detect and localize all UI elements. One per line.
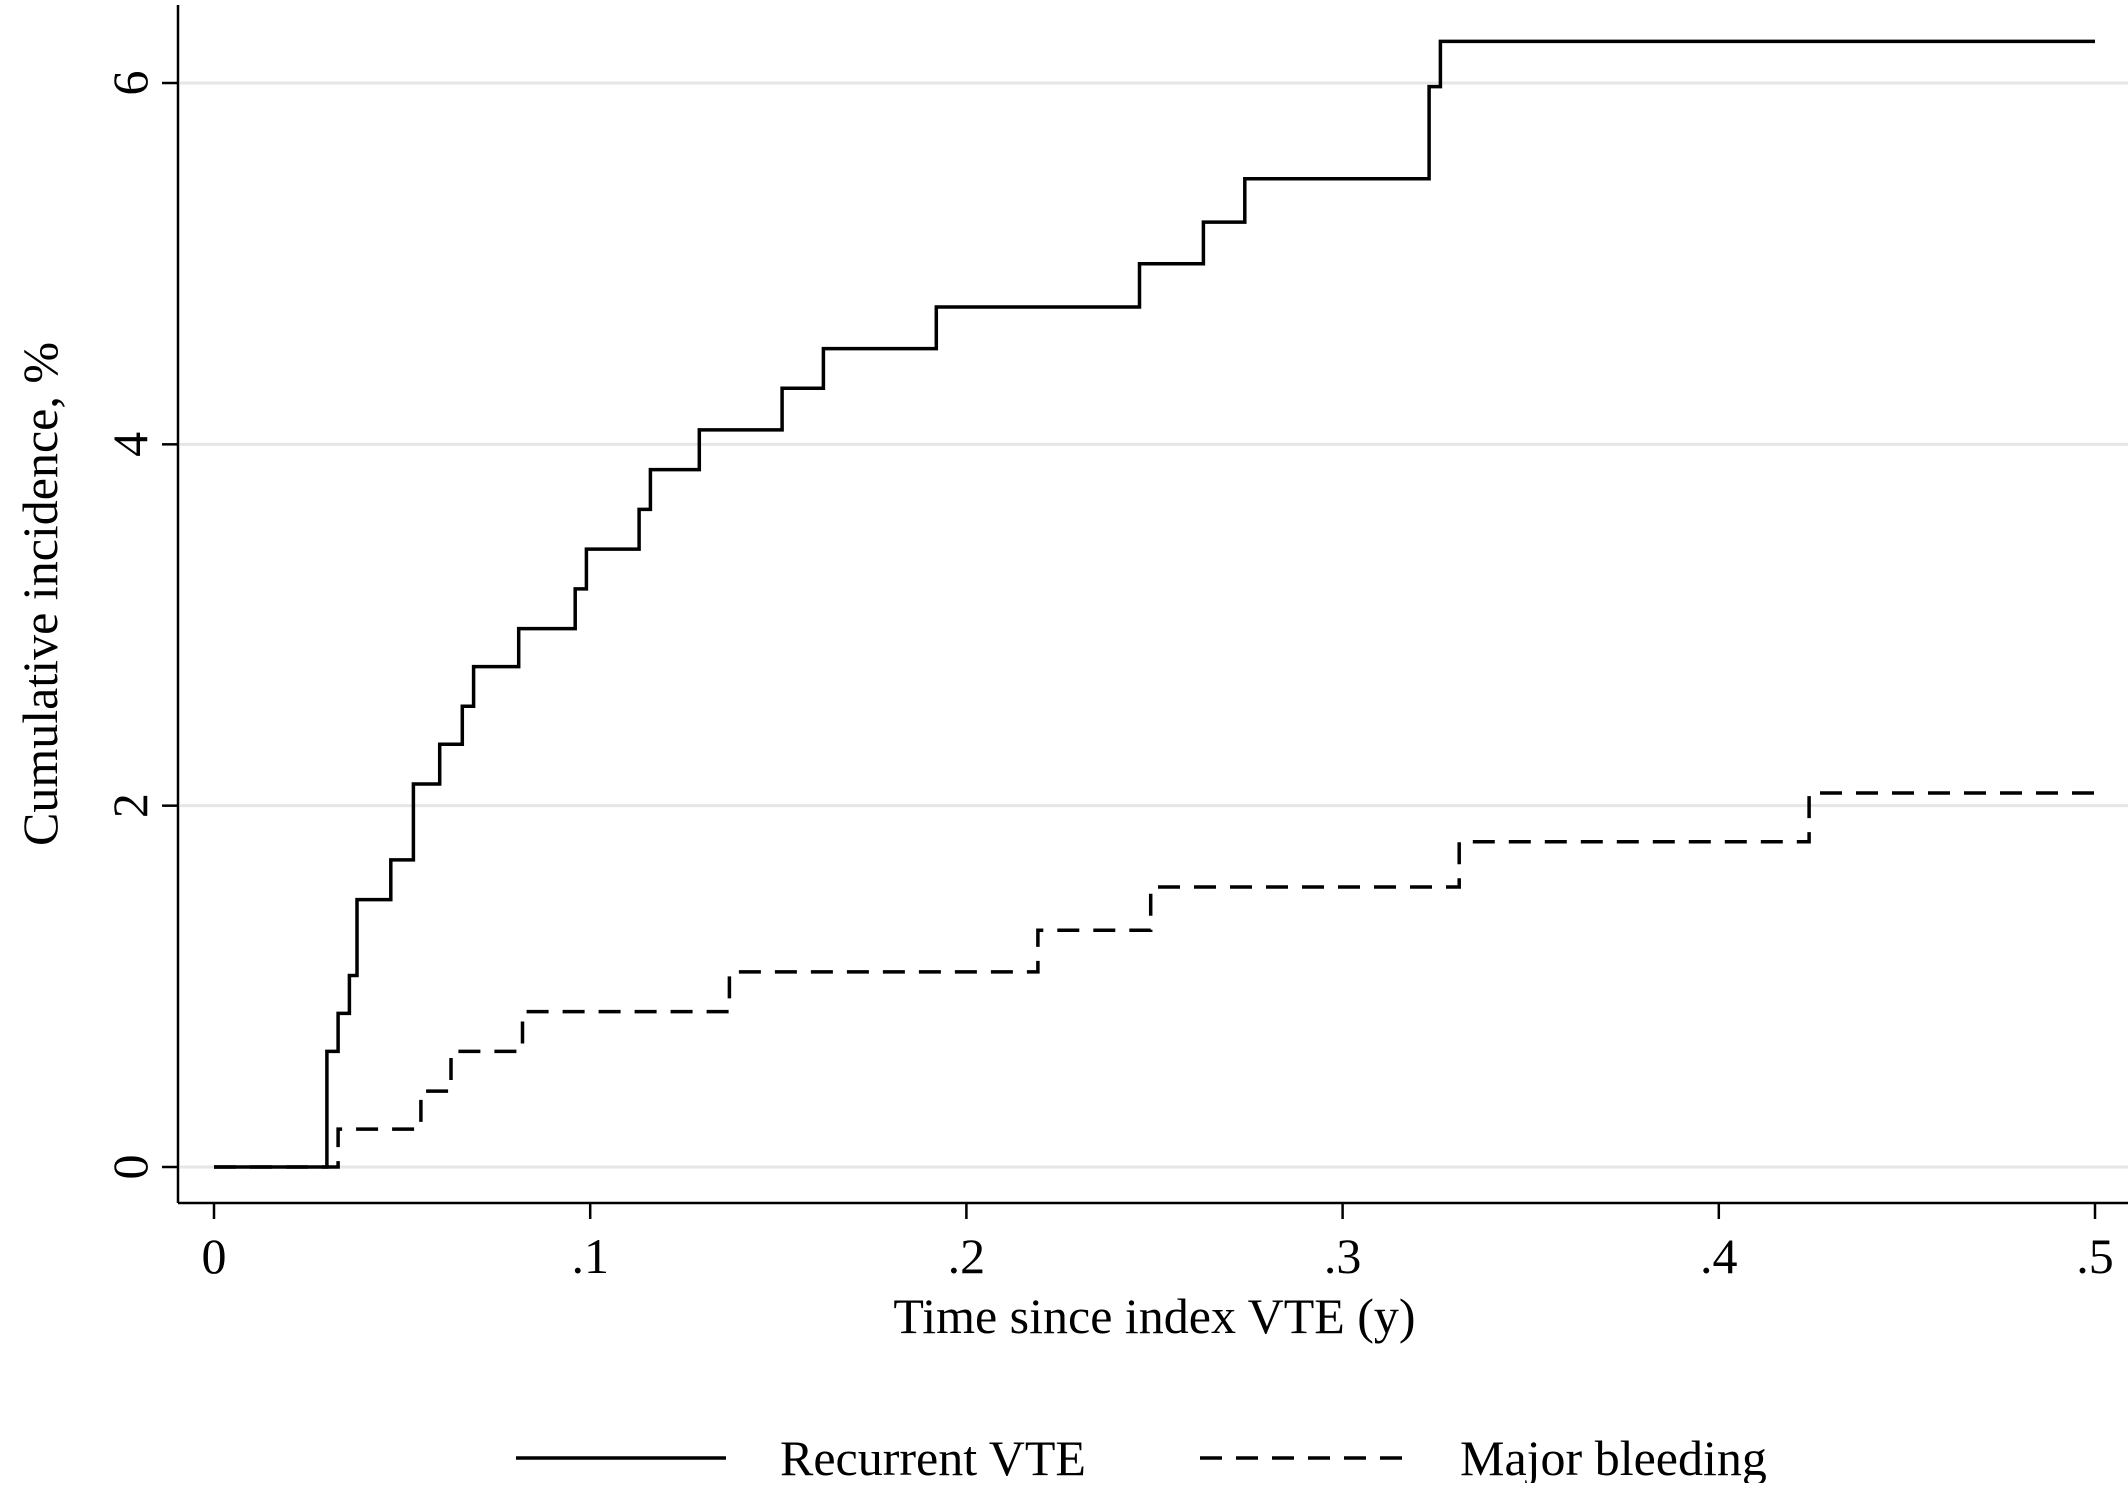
x-axis-title: Time since index VTE (y) [893, 1288, 1415, 1344]
x-tick-label: .5 [2076, 1228, 2114, 1284]
y-tick-label: 4 [102, 432, 158, 457]
legend-label: Major bleeding [1460, 1430, 1767, 1483]
y-axis-title: Cumulative incidence, % [12, 342, 68, 846]
x-tick-label: .4 [1700, 1228, 1738, 1284]
gridlines [180, 81, 2128, 1169]
legend: Recurrent VTE Major bleeding [516, 1430, 1767, 1486]
axes [176, 5, 2128, 1205]
major-bleeding-line [214, 791, 2095, 1169]
y-tick-label: 0 [102, 1155, 158, 1180]
ticks: 0 .1 .2 .3 .4 .5 0 2 4 6 [102, 71, 2114, 1285]
x-tick-label: .1 [571, 1228, 609, 1284]
x-tick-label: .3 [1324, 1228, 1362, 1284]
series [214, 39, 2095, 1169]
y-tick-label: 6 [102, 71, 158, 96]
x-tick-label: .2 [948, 1228, 986, 1284]
legend-label: Recurrent VTE [780, 1430, 1086, 1483]
recurrent-vte-line [214, 39, 2095, 1169]
x-tick-label: 0 [202, 1228, 227, 1284]
y-tick-label: 2 [102, 793, 158, 818]
